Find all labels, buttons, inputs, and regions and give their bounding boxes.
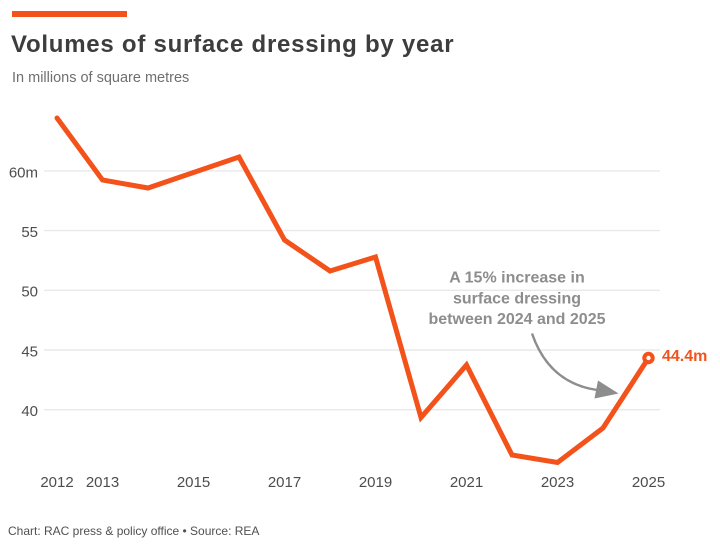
- svg-text:45: 45: [21, 344, 38, 361]
- svg-text:2019: 2019: [359, 474, 392, 491]
- svg-text:A 15% increase in: A 15% increase in: [449, 270, 584, 287]
- svg-text:40: 40: [21, 403, 38, 420]
- svg-text:2013: 2013: [86, 474, 119, 491]
- svg-text:60m: 60m: [9, 165, 38, 182]
- svg-text:2025: 2025: [632, 474, 665, 491]
- svg-text:2012: 2012: [40, 474, 73, 491]
- svg-text:50: 50: [21, 284, 38, 301]
- svg-text:2021: 2021: [450, 474, 483, 491]
- svg-text:55: 55: [21, 224, 38, 241]
- svg-text:2015: 2015: [177, 474, 210, 491]
- svg-text:between 2024 and 2025: between 2024 and 2025: [429, 311, 606, 328]
- svg-text:2017: 2017: [268, 474, 301, 491]
- svg-text:surface dressing: surface dressing: [453, 291, 581, 308]
- svg-text:2023: 2023: [541, 474, 574, 491]
- svg-text:44.4m: 44.4m: [662, 348, 707, 365]
